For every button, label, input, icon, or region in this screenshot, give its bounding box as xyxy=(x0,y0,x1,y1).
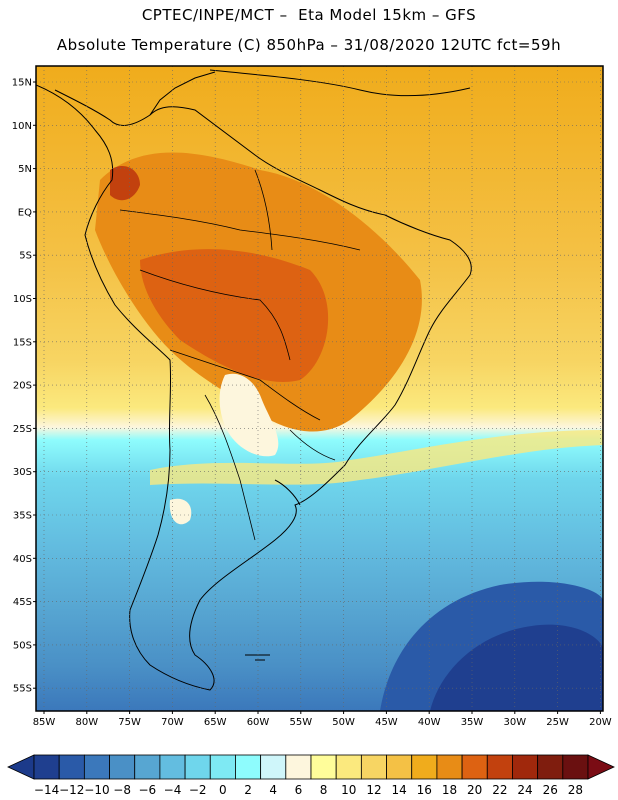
lat-label: 35S xyxy=(13,511,32,522)
lon-label: 80W xyxy=(75,717,98,728)
lat-label: 10N xyxy=(12,121,32,132)
lat-label: 40S xyxy=(13,554,32,565)
colorbar-swatch xyxy=(285,754,312,780)
map-title: CPTEC/INPE/MCT – Eta Model 15km – GFS xyxy=(141,6,477,24)
lon-label: 25W xyxy=(546,717,569,728)
colorbar-swatch xyxy=(335,754,362,780)
colorbar-swatch xyxy=(310,754,337,780)
lat-label: 15S xyxy=(13,337,32,348)
colorbar-label: 26 xyxy=(543,783,558,797)
lon-label: 45W xyxy=(375,717,398,728)
coastlines xyxy=(36,69,472,691)
colorbar-swatch xyxy=(235,754,262,780)
colorbar-label: −4 xyxy=(164,783,182,797)
lon-label: 35W xyxy=(461,717,484,728)
country-borders xyxy=(119,169,361,541)
colorbar-label: −6 xyxy=(138,783,156,797)
colorbar-label: 4 xyxy=(269,783,277,797)
colorbar-swatch xyxy=(209,754,236,780)
lon-label: 65W xyxy=(204,717,227,728)
lon-label: 85W xyxy=(33,717,56,728)
map-frame xyxy=(35,65,604,712)
colorbar-label: 6 xyxy=(295,783,303,797)
colorbar-swatch xyxy=(411,754,438,780)
colorbar-label: −14 xyxy=(34,783,59,797)
lon-label: 75W xyxy=(118,717,141,728)
colorbar-swatch xyxy=(486,754,513,780)
lat-lon-grid xyxy=(36,66,603,711)
colorbar-label: 14 xyxy=(391,783,406,797)
latitude-axis: 15N 10N 5N EQ 5S 10S 15S 20S 25S 30S 35S 40S 45S 50S 5… xyxy=(12,78,36,695)
colorbar-label: 12 xyxy=(366,783,381,797)
colorbar-label: −2 xyxy=(189,783,207,797)
lon-label: 20W xyxy=(589,717,612,728)
colorbar-label: 8 xyxy=(320,783,328,797)
colorbar-swatch xyxy=(83,754,110,780)
lon-label: 40W xyxy=(418,717,441,728)
colorbar-label: 20 xyxy=(467,783,482,797)
lon-label: 50W xyxy=(332,717,355,728)
colorbar-label: 0 xyxy=(219,783,227,797)
colorbar-swatch xyxy=(109,754,136,780)
lat-label: 50S xyxy=(13,640,32,651)
colorbar-swatch xyxy=(512,754,539,780)
colorbar-high-arrow xyxy=(587,754,615,780)
colorbar-swatch xyxy=(360,754,387,780)
colorbar-label: 10 xyxy=(341,783,356,797)
colorbar-swatch xyxy=(386,754,413,780)
lat-label: 5S xyxy=(19,251,32,262)
colorbar-swatch xyxy=(134,754,161,780)
colorbar-swatch xyxy=(58,754,85,780)
colorbar-label: 2 xyxy=(244,783,252,797)
colorbar-label: −12 xyxy=(59,783,84,797)
lat-label: 55S xyxy=(13,684,32,695)
temperature-field xyxy=(36,66,603,711)
lat-label: 25S xyxy=(13,424,32,435)
colorbar-swatch xyxy=(33,754,60,780)
lat-label: EQ xyxy=(18,207,32,218)
colorbar-swatch xyxy=(184,754,211,780)
map-subtitle: Absolute Temperature (C) 850hPa – 31/08/… xyxy=(56,36,562,54)
colorbar-label: −10 xyxy=(84,783,109,797)
colorbar-swatch xyxy=(537,754,564,780)
colorbar-label: 16 xyxy=(417,783,432,797)
colorbar-label: 24 xyxy=(517,783,532,797)
lon-label: 70W xyxy=(161,717,184,728)
lon-label: 60W xyxy=(247,717,270,728)
lat-label: 5N xyxy=(18,164,32,175)
lat-label: 20S xyxy=(13,381,32,392)
lat-label: 15N xyxy=(12,78,32,89)
colorbar-swatch xyxy=(436,754,463,780)
colorbar-swatch xyxy=(461,754,488,780)
colorbar-label: 22 xyxy=(492,783,507,797)
lat-label: 45S xyxy=(13,597,32,608)
colorbar: −14 −12 −10 −8 −6 −4 −2 0 2 4 6 8 10 12 14 16 18 20 22 24 26… xyxy=(7,754,615,797)
lon-label: 30W xyxy=(503,717,526,728)
colorbar-swatch xyxy=(562,754,589,780)
longitude-axis: 85W 80W 75W 70W 65W 60W 55W 50W 45W 40W 35W 30W 25W 2… xyxy=(33,711,612,728)
colorbar-swatch xyxy=(260,754,287,780)
lat-label: 10S xyxy=(13,294,32,305)
colorbar-label: 28 xyxy=(568,783,583,797)
lon-label: 55W xyxy=(289,717,312,728)
colorbar-label: 18 xyxy=(442,783,457,797)
lat-label: 30S xyxy=(13,467,32,478)
colorbar-label: −8 xyxy=(113,783,131,797)
colorbar-low-arrow xyxy=(7,754,35,780)
colorbar-swatch xyxy=(159,754,186,780)
